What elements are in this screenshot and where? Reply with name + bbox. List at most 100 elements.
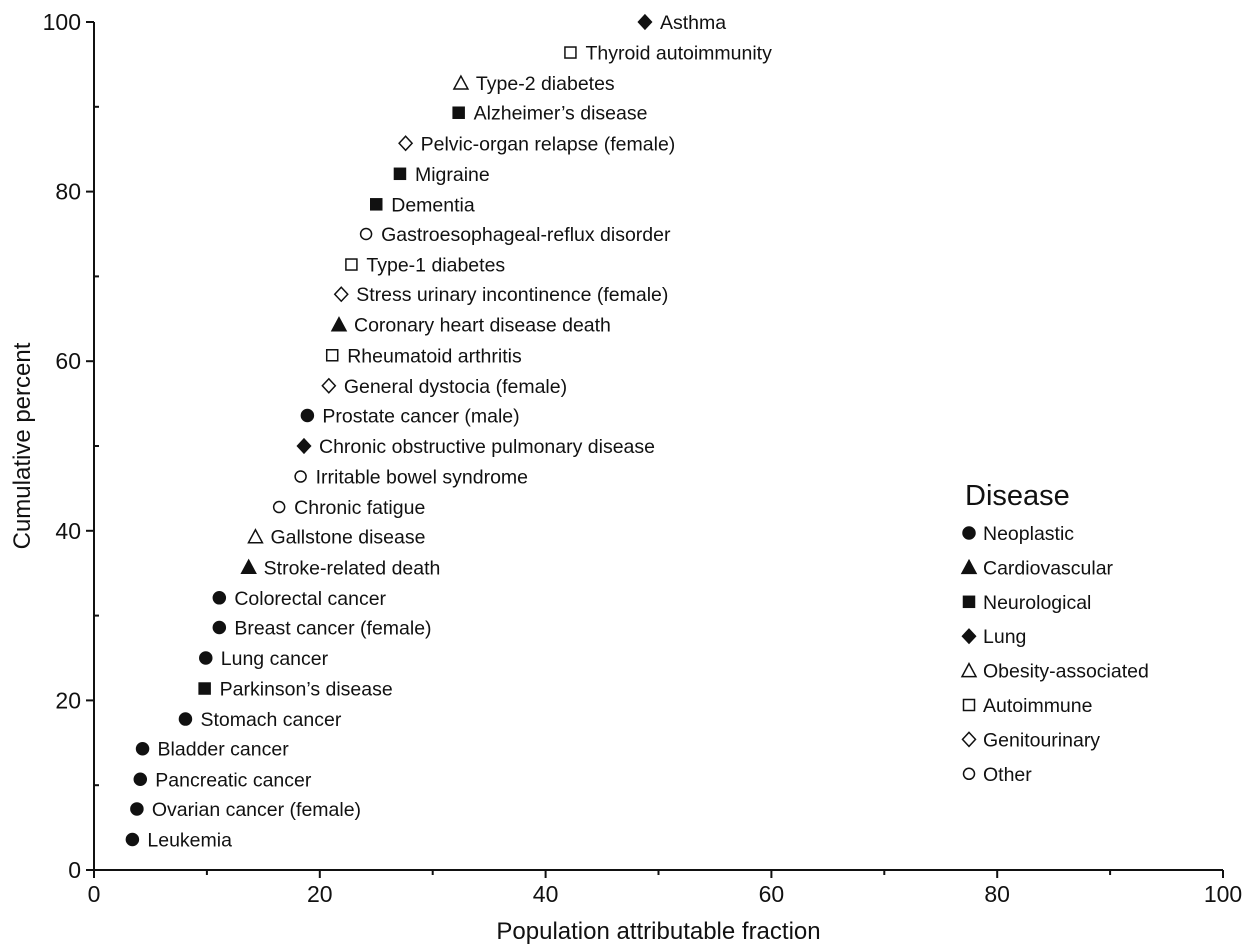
- point-breast-cancer-female: Breast cancer (female): [212, 617, 432, 639]
- y-tick-label: 60: [55, 348, 81, 374]
- legend-label: Cardiovascular: [983, 557, 1114, 579]
- point-marker-square-icon: [370, 198, 383, 211]
- point-stomach-cancer: Stomach cancer: [178, 709, 342, 731]
- point-bladder-cancer: Bladder cancer: [135, 739, 289, 761]
- legend-label: Lung: [983, 626, 1026, 648]
- point-marker-square-icon: [452, 106, 465, 119]
- legend-marker-triangle-icon: [960, 558, 978, 575]
- point-marker-circle-icon: [130, 802, 144, 816]
- legend-marker-circle-icon: [962, 767, 976, 781]
- point-marker-square-icon: [393, 167, 407, 181]
- point-label: Migraine: [415, 164, 490, 186]
- legend-entry-neoplastic: Neoplastic: [962, 523, 1074, 545]
- x-tick-label: 40: [533, 881, 559, 907]
- point-marker-circle-icon: [212, 620, 227, 635]
- point-label: Rheumatoid arthritis: [347, 345, 522, 367]
- point-marker-diamond-icon: [333, 286, 349, 303]
- point-label: General dystocia (female): [344, 376, 567, 398]
- point-lung-cancer: Lung cancer: [199, 648, 329, 670]
- legend-marker-square-icon: [962, 595, 976, 609]
- legend-entry-autoimmune: Autoimmune: [962, 695, 1092, 717]
- point-general-dystocia-female: General dystocia (female): [321, 376, 567, 398]
- point-label: Colorectal cancer: [234, 588, 386, 610]
- y-ticks: 0 20 40 60 80 100: [43, 9, 99, 883]
- legend-entry-genitourinary: Genitourinary: [961, 729, 1100, 751]
- point-label: Thyroid autoimmunity: [585, 43, 772, 65]
- legend-entries: Neoplastic Cardiovascular Neurological Lung…: [960, 523, 1149, 786]
- legend: Disease Neoplastic Cardiovascular Neurolog…: [960, 480, 1149, 786]
- point-dementia: Dementia: [370, 194, 475, 216]
- point-marker-circle-icon: [359, 227, 373, 241]
- point-prostate-cancer-male: Prostate cancer (male): [300, 405, 520, 427]
- point-label: Dementia: [391, 194, 475, 216]
- point-marker-square-icon: [325, 349, 339, 362]
- point-label: Leukemia: [147, 829, 232, 851]
- point-marker-triangle-icon: [240, 558, 257, 575]
- point-marker-triangle-icon: [452, 74, 470, 90]
- point-label: Parkinson’s disease: [220, 679, 393, 701]
- legend-label: Other: [983, 764, 1032, 786]
- point-label: Stroke-related death: [264, 557, 441, 579]
- point-type-1-diabetes: Type-1 diabetes: [345, 255, 505, 277]
- point-colorectal-cancer: Colorectal cancer: [212, 588, 387, 610]
- legend-label: Obesity-associated: [983, 661, 1149, 683]
- point-migraine: Migraine: [393, 164, 490, 186]
- point-marker-triangle-icon: [247, 528, 264, 544]
- point-label: Pelvic-organ relapse (female): [421, 133, 676, 155]
- x-tick-label: 0: [88, 881, 101, 907]
- point-marker-circle-icon: [133, 772, 148, 787]
- point-marker-circle-icon: [135, 741, 150, 756]
- point-stress-urinary-incontinence-female: Stress urinary incontinence (female): [333, 284, 668, 306]
- point-label: Type-1 diabetes: [366, 255, 505, 277]
- point-marker-diamond-icon: [296, 437, 312, 455]
- x-tick-label: 100: [1204, 881, 1242, 907]
- point-marker-circle-icon: [178, 712, 193, 726]
- point-label: Type-2 diabetes: [476, 73, 615, 95]
- legend-marker-circle-icon: [962, 526, 976, 540]
- point-label: Stress urinary incontinence (female): [356, 284, 668, 306]
- legend-label: Autoimmune: [983, 695, 1092, 717]
- point-irritable-bowel-syndrome: Irritable bowel syndrome: [294, 467, 528, 489]
- point-alzheimer-s-disease: Alzheimer’s disease: [452, 103, 648, 125]
- point-leukemia: Leukemia: [125, 829, 232, 851]
- legend-label: Neoplastic: [983, 523, 1074, 545]
- x-axis-title: Population attributable fraction: [496, 918, 820, 945]
- point-label: Gastroesophageal-reflux disorder: [381, 224, 671, 246]
- point-marker-circle-icon: [199, 651, 213, 665]
- y-axis-title: Cumulative percent: [9, 342, 36, 549]
- data-points: Leukemia Ovarian cancer (female) Pancreati…: [125, 12, 772, 851]
- point-marker-circle-icon: [125, 832, 140, 847]
- legend-marker-diamond-icon: [961, 731, 977, 748]
- x-tick-label: 20: [307, 881, 333, 907]
- point-marker-diamond-icon: [637, 13, 653, 31]
- y-tick-label: 0: [68, 857, 81, 883]
- point-label: Chronic obstructive pulmonary disease: [319, 436, 655, 458]
- point-marker-square-icon: [345, 258, 358, 271]
- point-marker-square-icon: [198, 682, 211, 695]
- point-marker-square-icon: [564, 46, 577, 59]
- legend-title: Disease: [965, 480, 1070, 512]
- point-pancreatic-cancer: Pancreatic cancer: [133, 769, 312, 791]
- x-ticks: 0 20 40 60 80 100: [88, 870, 1242, 907]
- point-label: Breast cancer (female): [234, 617, 431, 639]
- point-label: Gallstone disease: [270, 527, 425, 549]
- point-type-2-diabetes: Type-2 diabetes: [452, 73, 615, 95]
- point-label: Alzheimer’s disease: [474, 103, 648, 125]
- point-marker-circle-icon: [300, 408, 315, 423]
- point-parkinson-s-disease: Parkinson’s disease: [198, 679, 393, 701]
- legend-marker-square-icon: [962, 698, 976, 712]
- x-tick-label: 80: [984, 881, 1010, 907]
- point-marker-circle-icon: [294, 470, 307, 483]
- legend-marker-triangle-icon: [960, 662, 978, 678]
- legend-label: Neurological: [983, 592, 1091, 614]
- point-rheumatoid-arthritis: Rheumatoid arthritis: [325, 345, 522, 367]
- legend-label: Genitourinary: [983, 729, 1100, 751]
- point-stroke-related-death: Stroke-related death: [240, 557, 441, 579]
- legend-entry-lung: Lung: [961, 626, 1026, 648]
- point-gastroesophageal-reflux-disorder: Gastroesophageal-reflux disorder: [359, 224, 671, 246]
- point-pelvic-organ-relapse-female: Pelvic-organ relapse (female): [398, 133, 676, 155]
- point-chronic-obstructive-pulmonary-disease: Chronic obstructive pulmonary disease: [296, 436, 655, 458]
- axes: 0 20 40 60 80 100 0 20 40 60 80 100: [43, 9, 1243, 907]
- y-tick-label: 100: [43, 9, 81, 35]
